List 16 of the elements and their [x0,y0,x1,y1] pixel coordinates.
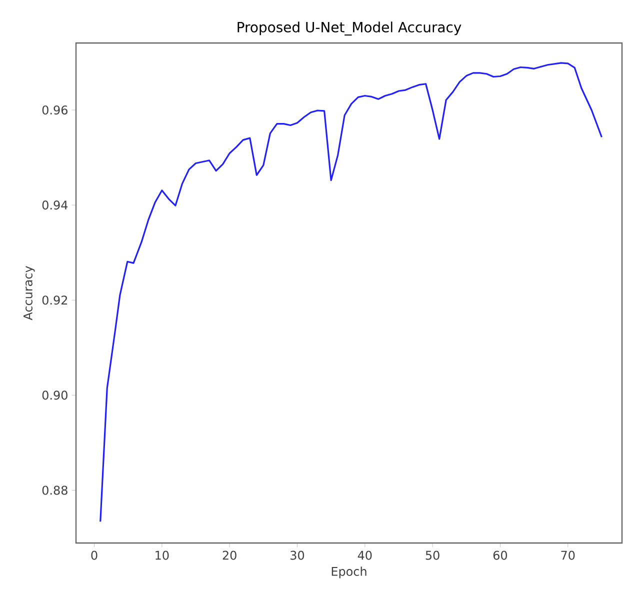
x-tick-label: 0 [91,550,98,560]
y-tick-label: 0.88 [42,486,68,495]
y-tick-label: 0.92 [42,296,68,305]
x-tick-label: 10 [156,550,169,560]
x-tick-label: 70 [561,550,575,560]
x-axis-title: Epoch [332,566,366,578]
y-tick-label: 0.96 [42,105,68,115]
y-axis-title: Accuracy [24,266,35,320]
x-tick-label: 40 [358,550,372,560]
y-tick-label: 0.94 [42,200,68,210]
y-tick-label: 0.90 [42,390,68,400]
x-tick-label: 50 [426,550,440,560]
x-tick-label: 60 [493,550,508,560]
x-tick-label: 20 [222,550,236,560]
x-tick-label: 30 [290,550,304,560]
chart-title: Proposed U-Net_Model Accuracy [238,22,462,36]
